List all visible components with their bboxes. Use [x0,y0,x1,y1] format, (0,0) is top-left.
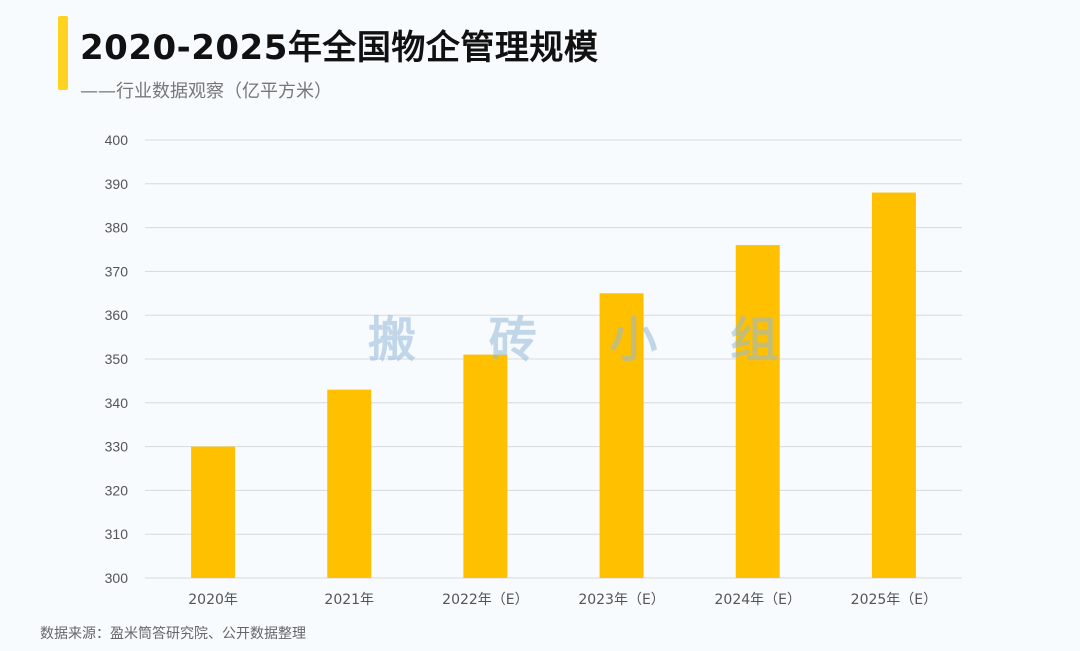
y-tick-label: 310 [105,526,129,542]
y-tick-label: 340 [105,395,129,411]
y-tick-label: 380 [105,220,129,236]
bar [327,389,372,578]
y-tick-label: 300 [105,570,129,586]
title-accent-bar [58,16,68,90]
bar [735,245,780,578]
x-tick-label: 2022年（E） [442,592,528,608]
x-tick-label: 2025年（E） [851,592,937,608]
y-tick-label: 390 [105,176,129,192]
y-tick-label: 350 [105,351,129,367]
y-tick-label: 360 [105,307,129,323]
y-tick-label: 320 [105,482,129,498]
bar [463,354,508,578]
x-tick-label: 2023年（E） [578,592,664,608]
x-tick-label: 2024年（E） [715,592,801,608]
chart-title: 2020-2025年全国物企管理规模 [80,28,599,68]
y-tick-label: 400 [105,132,129,148]
y-tick-label: 370 [105,263,129,279]
chart-subtitle: ——行业数据观察（亿平方米） [80,81,332,102]
x-tick-label: 2021年 [324,592,374,608]
bar [871,192,916,578]
data-source-note: 数据来源：盈米筒答研究院、公开数据整理 [40,626,306,642]
bar [599,293,644,578]
y-tick-label: 330 [105,439,129,455]
x-tick-label: 2020年 [188,592,238,608]
bar [191,446,236,578]
